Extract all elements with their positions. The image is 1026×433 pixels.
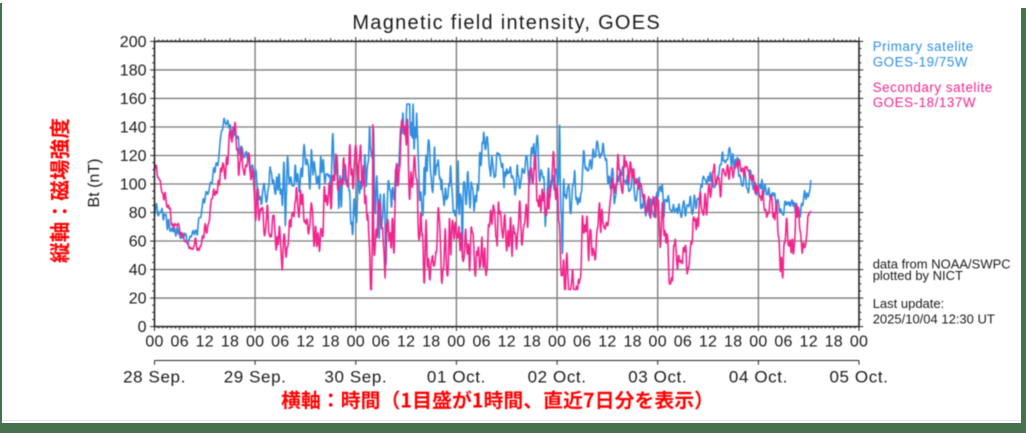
svg-text:0: 0 <box>138 319 147 336</box>
svg-text:Last update:: Last update: <box>873 296 945 311</box>
svg-text:18: 18 <box>321 334 339 351</box>
svg-text:GOES-18/137W: GOES-18/137W <box>873 95 976 110</box>
svg-text:00: 00 <box>347 334 365 351</box>
svg-text:Bt (nT): Bt (nT) <box>86 159 103 208</box>
svg-text:Magnetic field intensity, GOES: Magnetic field intensity, GOES <box>352 12 661 34</box>
svg-text:18: 18 <box>422 334 440 351</box>
svg-text:plotted by NICT: plotted by NICT <box>873 268 963 283</box>
svg-text:06: 06 <box>774 334 792 351</box>
svg-text:Secondary satelite: Secondary satelite <box>873 80 993 95</box>
svg-text:06: 06 <box>271 334 289 351</box>
svg-text:80: 80 <box>129 205 147 222</box>
svg-text:18: 18 <box>523 334 541 351</box>
svg-text:18: 18 <box>623 334 641 351</box>
svg-text:140: 140 <box>120 120 147 137</box>
svg-text:06: 06 <box>472 334 490 351</box>
svg-text:00: 00 <box>145 334 163 351</box>
svg-text:29 Sep.: 29 Sep. <box>224 368 287 387</box>
svg-text:00: 00 <box>548 334 566 351</box>
svg-text:02 Oct.: 02 Oct. <box>528 368 587 387</box>
svg-text:00: 00 <box>649 334 667 351</box>
svg-text:2025/10/04 12:30 UT: 2025/10/04 12:30 UT <box>873 312 995 327</box>
svg-text:60: 60 <box>129 234 147 251</box>
svg-text:data from NOAA/SWPC: data from NOAA/SWPC <box>873 257 1011 272</box>
svg-text:160: 160 <box>120 91 147 108</box>
svg-text:120: 120 <box>120 148 147 165</box>
svg-text:05 Oct.: 05 Oct. <box>829 368 888 387</box>
svg-text:12: 12 <box>196 334 214 351</box>
svg-text:06: 06 <box>674 334 692 351</box>
svg-text:12: 12 <box>699 334 717 351</box>
svg-text:40: 40 <box>129 262 147 279</box>
svg-text:200: 200 <box>120 34 147 51</box>
svg-text:00: 00 <box>850 334 868 351</box>
svg-text:00: 00 <box>447 334 465 351</box>
svg-text:04 Oct.: 04 Oct. <box>729 368 788 387</box>
svg-text:03 Oct.: 03 Oct. <box>628 368 687 387</box>
svg-text:01 Oct.: 01 Oct. <box>427 368 486 387</box>
svg-text:18: 18 <box>221 334 239 351</box>
svg-text:06: 06 <box>573 334 591 351</box>
svg-text:06: 06 <box>372 334 390 351</box>
svg-text:30 Sep.: 30 Sep. <box>324 368 387 387</box>
svg-text:Primary satelite: Primary satelite <box>873 39 974 54</box>
svg-text:00: 00 <box>246 334 264 351</box>
svg-text:18: 18 <box>825 334 843 351</box>
svg-text:100: 100 <box>120 177 147 194</box>
svg-text:06: 06 <box>171 334 189 351</box>
svg-text:12: 12 <box>397 334 415 351</box>
svg-text:12: 12 <box>598 334 616 351</box>
svg-text:20: 20 <box>129 291 147 308</box>
svg-text:180: 180 <box>120 63 147 80</box>
svg-text:00: 00 <box>749 334 767 351</box>
svg-text:GOES-19/75W: GOES-19/75W <box>873 55 968 70</box>
svg-text:12: 12 <box>296 334 314 351</box>
svg-text:18: 18 <box>724 334 742 351</box>
svg-text:12: 12 <box>498 334 516 351</box>
svg-text:12: 12 <box>800 334 818 351</box>
svg-text:28 Sep.: 28 Sep. <box>123 368 186 387</box>
